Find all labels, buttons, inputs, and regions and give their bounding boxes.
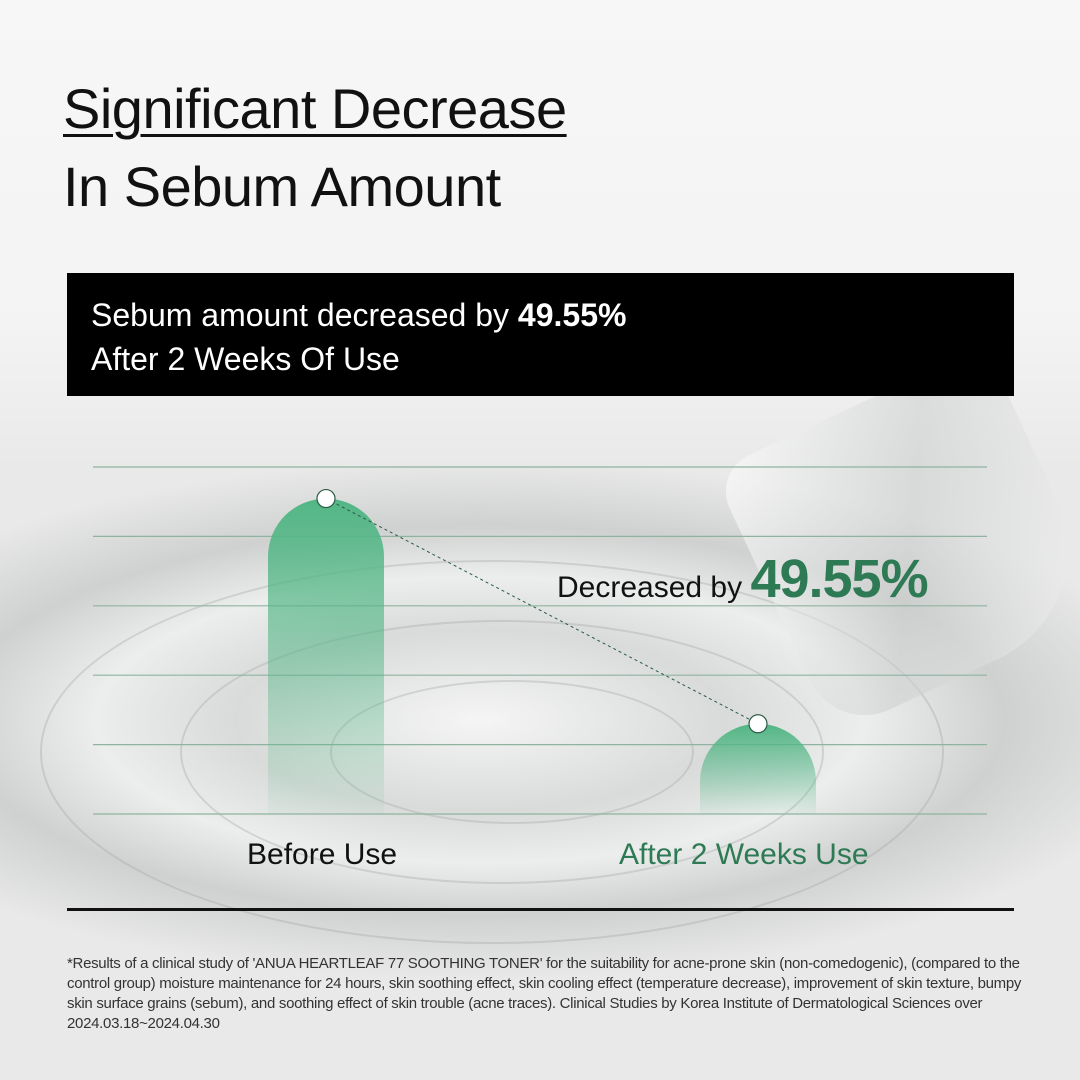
result-banner: Sebum amount decreased by 49.55% After 2… xyxy=(67,273,1014,396)
connector-line xyxy=(325,498,759,725)
bar-1 xyxy=(700,723,816,814)
x-label-after: After 2 Weeks Use xyxy=(619,838,869,871)
water-ripple xyxy=(180,620,824,884)
water-ripple xyxy=(40,560,944,944)
bar-top-marker-0 xyxy=(316,488,336,509)
x-label-before: Before Use xyxy=(247,838,398,871)
footnote: *Results of a clinical study of 'ANUA HE… xyxy=(67,955,1022,1032)
page-title: Significant Decrease In Sebum Amount xyxy=(63,77,567,218)
decrease-callout: Decreased by 49.55% xyxy=(557,549,929,609)
bar-0 xyxy=(268,498,384,814)
bar-top-marker-1 xyxy=(748,714,768,734)
divider xyxy=(67,908,1014,911)
